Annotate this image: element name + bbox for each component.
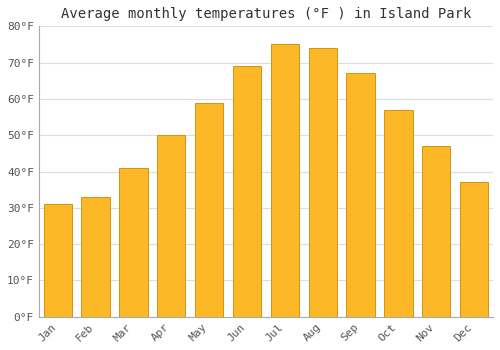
- Bar: [233, 66, 261, 317]
- Bar: [195, 103, 224, 317]
- Bar: [270, 44, 299, 317]
- Bar: [44, 204, 72, 317]
- Bar: [422, 146, 450, 317]
- Bar: [346, 74, 375, 317]
- Bar: [82, 197, 110, 317]
- Title: Average monthly temperatures (°F ) in Island Park: Average monthly temperatures (°F ) in Is…: [60, 7, 471, 21]
- Bar: [384, 110, 412, 317]
- Bar: [119, 168, 148, 317]
- Bar: [460, 182, 488, 317]
- Bar: [308, 48, 337, 317]
- Bar: [157, 135, 186, 317]
